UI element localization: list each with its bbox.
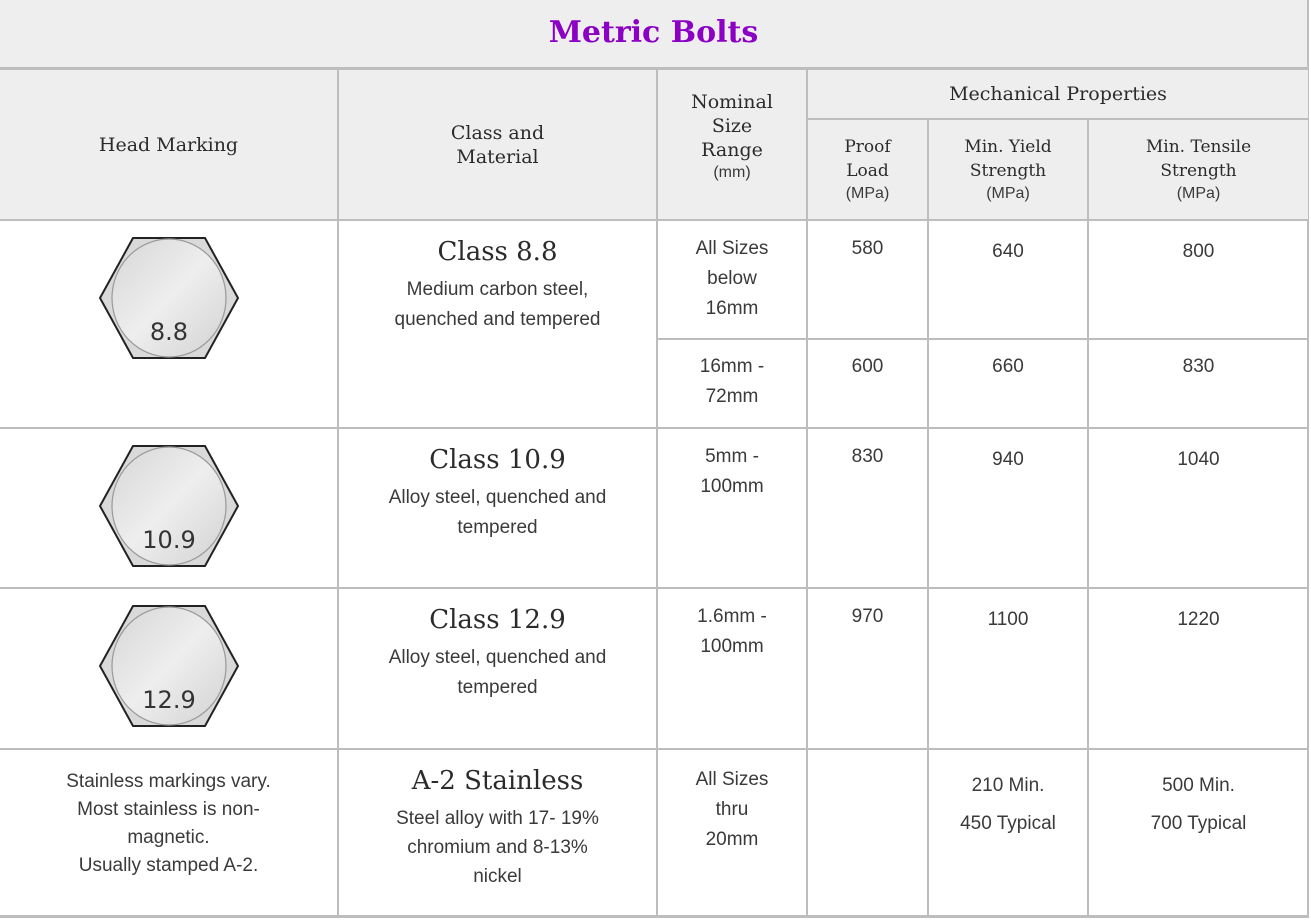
yield-strength-cell: 640	[927, 219, 1089, 340]
header-class-material: Class and Material	[337, 68, 658, 221]
tensile-strength-cell: 1220	[1087, 587, 1308, 750]
class-name: Class 10.9	[429, 445, 566, 475]
class-cell: Class 8.8 Medium carbon steel, quenched …	[337, 219, 658, 429]
hex-bolt-head-icon: 10.9	[98, 445, 239, 567]
page-title: Metric Bolts	[548, 15, 759, 50]
class-description: Alloy steel, quenched and tempered	[388, 487, 607, 538]
class-description: Medium carbon steel, quenched and temper…	[394, 279, 601, 330]
size-range-cell: 1.6mm - 100mm	[656, 587, 808, 750]
class-description: Steel alloy with 17- 19% chromium and 8-…	[396, 808, 599, 887]
yield-strength-cell: 210 Min. 450 Typical	[927, 748, 1089, 917]
svg-text:12.9: 12.9	[142, 686, 195, 714]
head-marking-cell: 12.9	[0, 587, 339, 750]
size-range-cell: 16mm - 72mm	[657, 338, 808, 429]
class-cell: A-2 Stainless Steel alloy with 17- 19% c…	[337, 748, 658, 917]
head-marking-cell: 10.9	[0, 427, 339, 589]
header-proof-load: Proof Load (MPa)	[807, 118, 929, 221]
class-cell: Class 10.9 Alloy steel, quenched and tem…	[337, 427, 658, 589]
header-nominal-size: Nominal Size Range (mm)	[656, 68, 808, 221]
header-head-marking: Head Marking	[0, 68, 339, 221]
header-min-tensile: Min. Tensile Strength (MPa)	[1087, 118, 1308, 221]
tensile-strength-cell: 830	[1087, 338, 1308, 429]
table-row: 8.8 Class 8.8 Medium carbon steel, quenc…	[0, 219, 1308, 429]
head-marking-cell: 8.8	[0, 219, 339, 429]
class-description: Alloy steel, quenched and tempered	[388, 647, 607, 698]
tensile-strength-cell: 1040	[1087, 427, 1308, 589]
title-bar: Metric Bolts	[0, 0, 1307, 69]
yield-strength-cell: 660	[927, 338, 1089, 429]
table-row: 16mm - 72mm 600 660 830	[0, 338, 1308, 429]
tensile-strength-cell: 800	[1087, 219, 1308, 340]
hex-bolt-head-icon: 8.8	[98, 237, 239, 359]
yield-strength-cell: 940	[927, 427, 1089, 589]
table-row: 12.9 Class 12.9 Alloy steel, quenched an…	[0, 587, 1308, 750]
bolt-grade-table: Head Marking Class and Material Nominal …	[0, 68, 1308, 917]
proof-load-cell: 600	[806, 338, 929, 429]
header-mechanical-properties: Mechanical Properties	[806, 68, 1308, 120]
proof-load-cell: 970	[806, 587, 929, 750]
class-name: Class 8.8	[437, 237, 558, 267]
header-min-yield: Min. Yield Strength (MPa)	[927, 118, 1089, 221]
svg-text:8.8: 8.8	[149, 318, 187, 346]
svg-text:10.9: 10.9	[142, 526, 195, 554]
proof-load-cell: 580	[806, 219, 929, 340]
size-range-cell: All Sizes below 16mm	[656, 219, 808, 340]
size-range-cell: All Sizes thru 20mm	[656, 748, 808, 917]
hex-bolt-head-icon: 12.9	[98, 605, 239, 727]
size-range-cell: 5mm - 100mm	[656, 427, 808, 589]
class-cell: Class 12.9 Alloy steel, quenched and tem…	[337, 587, 658, 750]
table-row: Stainless markings vary. Most stainless …	[0, 748, 1308, 917]
proof-load-cell: 830	[806, 427, 929, 589]
head-marking-cell: Stainless markings vary. Most stainless …	[0, 748, 339, 917]
class-name: Class 12.9	[429, 605, 566, 635]
class-name: A-2 Stainless	[411, 766, 584, 796]
proof-load-cell	[806, 748, 929, 917]
yield-strength-cell: 1100	[927, 587, 1089, 750]
tensile-strength-cell: 500 Min. 700 Typical	[1087, 748, 1308, 917]
stainless-marking-note: Stainless markings vary. Most stainless …	[66, 771, 271, 876]
table-row: 10.9 Class 10.9 Alloy steel, quenched an…	[0, 427, 1308, 589]
